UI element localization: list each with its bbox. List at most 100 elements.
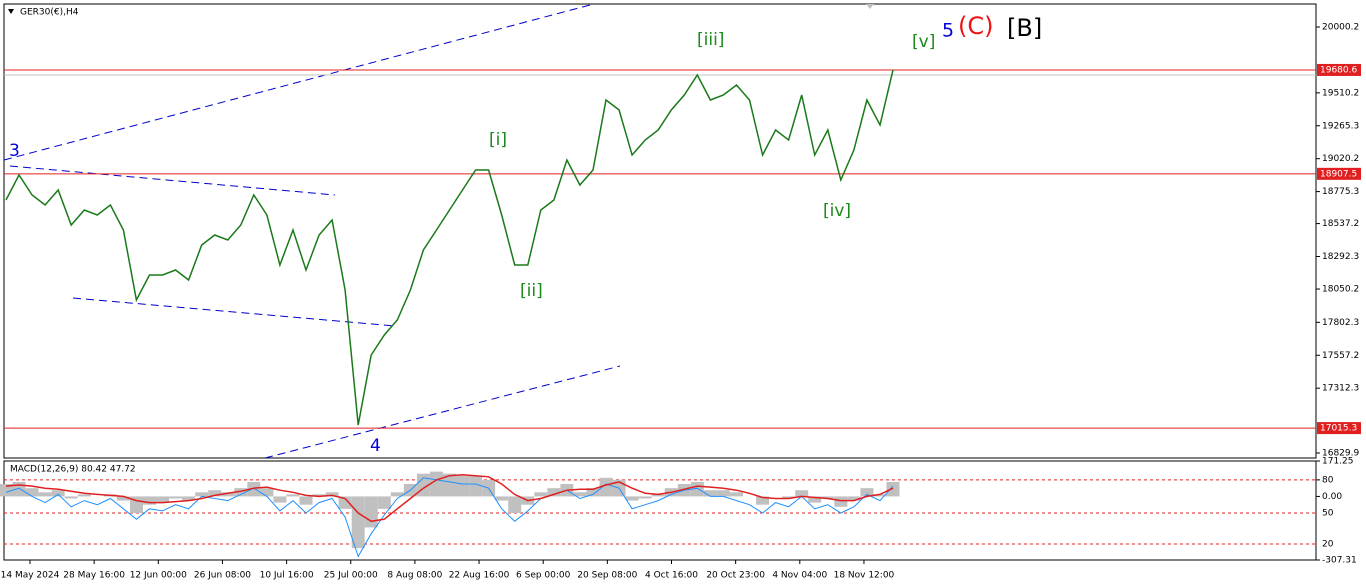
x-tick-label: 6 Sep 00:00 xyxy=(516,571,571,581)
macd-bar xyxy=(821,496,835,499)
price-level-label: 17015.3 xyxy=(1320,424,1357,434)
macd-bar xyxy=(495,496,509,501)
x-tick-label: 26 Jun 08:00 xyxy=(194,571,251,581)
wave-label: (C) xyxy=(958,12,993,40)
macd-tick-label: -307.31 xyxy=(1322,556,1357,566)
x-tick-label: 4 Oct 16:00 xyxy=(645,571,698,581)
macd-bar xyxy=(0,484,13,497)
y-tick-label: 18050.2 xyxy=(1322,285,1359,295)
y-tick-label: 19510.2 xyxy=(1322,88,1359,98)
y-tick-label: 18775.3 xyxy=(1322,187,1359,197)
channel-upper xyxy=(3,4,591,161)
macd-tick-label: 0.00 xyxy=(1322,492,1342,502)
y-tick-label: 16829.9 xyxy=(1322,449,1359,459)
y-tick-label: 18537.2 xyxy=(1322,219,1359,229)
macd-bar xyxy=(886,481,900,497)
macd-bar xyxy=(364,496,378,528)
macd-bar xyxy=(221,492,235,497)
x-tick-label: 10 Jul 16:00 xyxy=(260,571,314,581)
macd-bar xyxy=(456,475,470,497)
x-tick-label: 20 Sep 08:00 xyxy=(577,571,637,581)
macd-tick-label: 171.25 xyxy=(1322,457,1354,467)
symbol-arrow xyxy=(8,9,14,14)
x-tick-label: 22 Aug 16:00 xyxy=(449,571,510,581)
macd-bar xyxy=(873,494,887,497)
macd-bar xyxy=(299,496,313,505)
x-tick-label: 28 May 16:00 xyxy=(63,571,125,581)
macd-bar xyxy=(795,490,809,497)
wave-label: [B] xyxy=(1007,14,1042,42)
x-tick-label: 14 May 2024 xyxy=(1,571,60,581)
macd-bar xyxy=(312,494,326,497)
macd-bar xyxy=(208,490,222,497)
macd-bar xyxy=(338,496,352,509)
macd-bar xyxy=(247,481,261,497)
x-tick-label: 25 Jul 00:00 xyxy=(324,571,378,581)
macd-tick-label: 80 xyxy=(1322,475,1334,485)
trend-lines xyxy=(3,4,621,459)
macd-bar xyxy=(716,490,730,497)
macd-frame xyxy=(3,460,1317,561)
price-level-box xyxy=(1317,422,1361,435)
wave-label: [iv] xyxy=(823,201,851,221)
wave-label: 5 xyxy=(942,20,954,42)
macd-bar xyxy=(508,496,522,513)
macd-bar xyxy=(51,490,65,497)
macd-bar xyxy=(25,488,39,497)
macd-axis-text: 20 xyxy=(1322,540,1334,550)
main-frame xyxy=(3,3,1317,459)
macd-bar xyxy=(286,494,300,497)
macd-bar xyxy=(64,496,78,499)
y-tick-label: 18292.3 xyxy=(1322,252,1359,262)
price-level-box xyxy=(1317,167,1361,180)
y-tick-label: 17312.3 xyxy=(1322,384,1359,394)
macd-bar xyxy=(860,488,874,497)
macd-bar xyxy=(599,477,613,497)
macd-bar xyxy=(834,496,848,507)
macd-bar xyxy=(182,496,196,501)
wave-label: 3 xyxy=(9,141,20,161)
macd-bar xyxy=(690,481,704,497)
macd-bar xyxy=(638,496,652,499)
y-tick-label: 19020.2 xyxy=(1322,154,1359,164)
macd-bar xyxy=(756,496,770,505)
macd-bar xyxy=(534,492,548,497)
shift-marker xyxy=(866,4,874,9)
macd-bar xyxy=(703,490,717,497)
price-level-label: 18907.5 xyxy=(1320,169,1357,179)
symbol-title: GER30(€),H4 xyxy=(20,8,79,18)
macd-bar xyxy=(260,488,274,497)
x-tick-label: 18 Nov 12:00 xyxy=(834,571,895,581)
wedge-upper xyxy=(9,165,336,196)
macd-bar xyxy=(469,475,483,497)
macd-bar xyxy=(651,494,665,497)
macd-bar xyxy=(325,492,339,497)
macd-bar xyxy=(116,496,130,501)
macd-bar xyxy=(169,496,183,499)
macd-bar xyxy=(808,496,822,503)
price-level-label: 19680.6 xyxy=(1320,65,1357,75)
macd-bar xyxy=(377,496,391,509)
macd-bar xyxy=(625,496,639,501)
macd-bar xyxy=(443,473,456,497)
x-tick-label: 8 Aug 08:00 xyxy=(387,571,442,581)
macd-bar xyxy=(847,496,861,501)
y-tick-label: 17557.2 xyxy=(1322,351,1359,361)
macd-bar xyxy=(234,488,248,497)
price-line xyxy=(5,69,894,426)
macd-bar xyxy=(429,471,443,497)
macd-bar xyxy=(142,496,156,505)
y-tick-label: 17802.3 xyxy=(1322,318,1359,328)
wave-label: [i] xyxy=(489,130,507,150)
wedge-lower xyxy=(72,297,396,327)
wave-label: [iii] xyxy=(697,30,724,50)
y-tick-label: 19265.3 xyxy=(1322,121,1359,131)
macd-bar xyxy=(782,496,796,499)
macd-bar xyxy=(729,492,743,497)
price-level-box xyxy=(1317,63,1361,76)
macd-line xyxy=(5,477,894,558)
y-tick-label: 20000.2 xyxy=(1322,23,1359,33)
